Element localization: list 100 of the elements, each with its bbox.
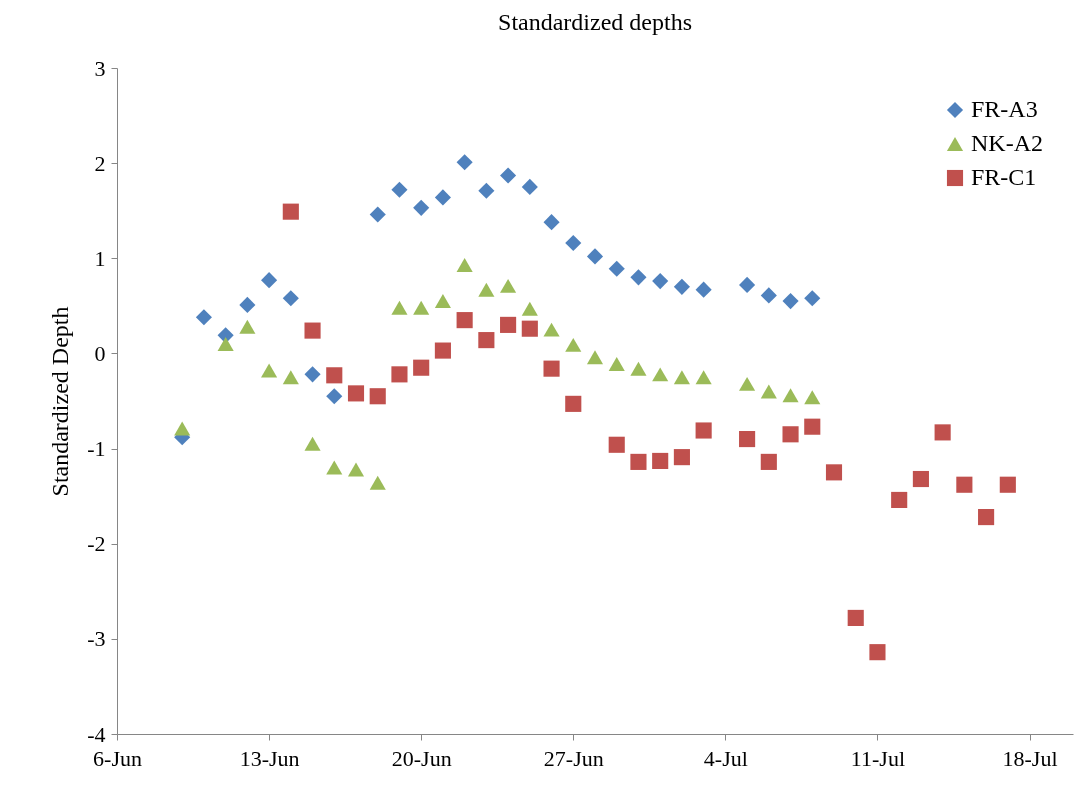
point: [261, 272, 278, 289]
point: [695, 422, 712, 439]
point: [608, 260, 625, 277]
x-tick-label: 18-Jul: [1002, 745, 1058, 771]
point: [304, 436, 321, 451]
point: [565, 395, 582, 412]
point: [760, 453, 777, 470]
point: [543, 360, 560, 377]
point: [978, 509, 995, 526]
point: [217, 336, 234, 351]
point: [239, 319, 256, 334]
point: [456, 312, 473, 329]
point: [608, 436, 625, 453]
point: [369, 475, 386, 490]
legend-label: FR-A3: [971, 96, 1038, 122]
point: [261, 363, 278, 378]
point: [282, 203, 299, 220]
x-tick-label: 11-Jul: [850, 745, 906, 771]
point: [760, 287, 777, 304]
point: [478, 282, 495, 297]
y-tick-label: 2: [94, 150, 106, 176]
point: [282, 290, 299, 307]
point: [174, 421, 191, 436]
point: [326, 460, 343, 475]
point: [999, 476, 1016, 493]
point: [347, 385, 365, 402]
point: [434, 342, 451, 359]
point: [413, 359, 430, 376]
point: [369, 388, 386, 405]
x-tick-label: 4-Jul: [703, 745, 748, 771]
point: [652, 273, 669, 290]
point: [804, 290, 821, 307]
point: [630, 361, 647, 376]
x-tick-label: 20-Jun: [391, 745, 452, 771]
point: [782, 426, 799, 443]
point: [695, 281, 712, 298]
point: [673, 449, 690, 466]
point: [652, 452, 669, 469]
y-tick-label: -4: [87, 721, 106, 747]
point: [608, 356, 625, 371]
legend-label: NK-A2: [971, 130, 1043, 156]
point: [456, 154, 473, 171]
point: [500, 167, 517, 184]
point: [326, 367, 343, 384]
point: [760, 384, 777, 399]
y-tick-label: -3: [87, 626, 106, 652]
point: [391, 300, 408, 315]
point: [304, 322, 321, 339]
point: [825, 464, 843, 481]
point: [782, 388, 799, 403]
point: [500, 278, 517, 293]
point: [934, 424, 951, 441]
point: [347, 462, 365, 477]
point: [804, 390, 821, 405]
y-tick-label: -2: [87, 531, 106, 557]
point: [434, 294, 451, 309]
point: [521, 320, 538, 337]
point: [478, 332, 495, 349]
point: [500, 316, 517, 333]
point: [543, 322, 560, 337]
y-tick-label: 1: [94, 245, 106, 271]
point: [565, 235, 582, 252]
y-tick-label: 3: [94, 55, 106, 81]
x-tick-label: 27-Jun: [543, 745, 604, 771]
point: [456, 257, 473, 272]
point: [673, 370, 690, 385]
point: [478, 182, 495, 199]
point: [695, 370, 712, 385]
point: [521, 301, 538, 316]
x-tick-label: 6-Jun: [93, 745, 142, 771]
point: [782, 293, 799, 310]
point: [543, 214, 560, 231]
point: [956, 476, 973, 493]
point: [521, 178, 538, 195]
point: [304, 366, 321, 383]
y-tick-label: -1: [87, 436, 106, 462]
chart-title: Standardized depths: [498, 9, 692, 35]
point: [847, 609, 864, 626]
point: [413, 300, 430, 315]
point: [630, 453, 647, 470]
x-tick-label: 13-Jun: [239, 745, 300, 771]
y-tick-label: 0: [94, 340, 106, 366]
point: [434, 189, 451, 206]
point: [739, 276, 756, 293]
point: [391, 181, 408, 198]
point: [586, 350, 604, 365]
point: [804, 418, 821, 435]
y-axis-title: Standardized Depth: [47, 306, 74, 497]
point: [391, 366, 408, 383]
point: [673, 278, 690, 295]
point: [869, 644, 886, 661]
point: [739, 376, 756, 391]
point: [195, 309, 212, 326]
legend-label: FR-C1: [971, 164, 1037, 190]
point: [413, 199, 430, 216]
point: [282, 370, 299, 385]
point: [912, 470, 929, 488]
point: [630, 269, 647, 286]
point: [369, 206, 386, 223]
point: [739, 431, 756, 448]
